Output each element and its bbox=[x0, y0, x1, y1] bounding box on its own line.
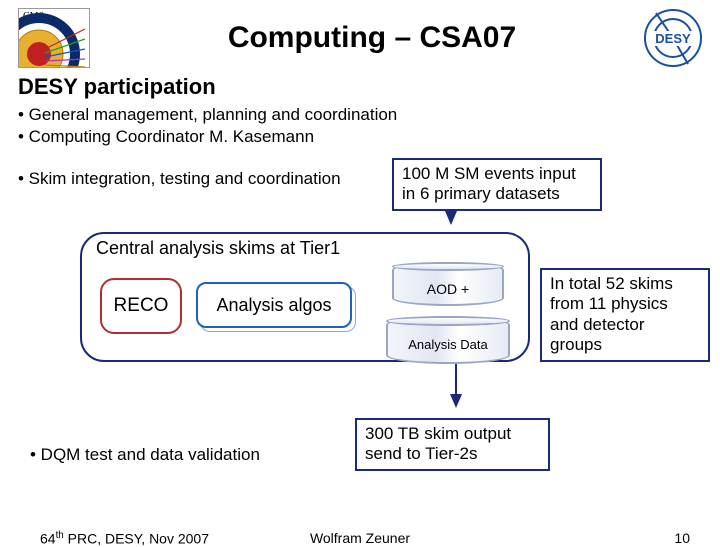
analysis-algos-box: Analysis algos bbox=[196, 282, 352, 328]
tier1-title: Central analysis skims at Tier1 bbox=[96, 238, 340, 259]
desy-logo-label: DESY bbox=[653, 31, 692, 46]
note-events-input: 100 M SM events input in 6 primary datas… bbox=[392, 158, 602, 211]
aod-cylinder: AOD + bbox=[392, 262, 504, 306]
cms-logo-graphic bbox=[19, 9, 90, 68]
cms-logo: CMS bbox=[18, 8, 90, 68]
arrow-down-icon bbox=[445, 211, 457, 225]
reco-box: RECO bbox=[100, 278, 182, 334]
slide-header: CMS Computing – CSA07 DESY bbox=[0, 0, 720, 72]
analysis-data-cylinder: Analysis Data bbox=[386, 316, 510, 364]
slide-title: Computing – CSA07 bbox=[100, 21, 644, 55]
note-skim-count: In total 52 skims from 11 physics and de… bbox=[540, 268, 710, 362]
aod-label: AOD + bbox=[392, 281, 504, 297]
arrow-stem bbox=[455, 364, 457, 396]
bullet-list: • General management, planning and coord… bbox=[0, 104, 720, 189]
page-number: 10 bbox=[674, 530, 690, 546]
footer-author: Wolfram Zeuner bbox=[0, 530, 720, 546]
slide-subtitle: DESY participation bbox=[0, 72, 720, 104]
analysis-data-label: Analysis Data bbox=[386, 337, 510, 352]
bullet-item: • Computing Coordinator M. Kasemann bbox=[18, 126, 702, 147]
arrow-down-icon bbox=[450, 394, 462, 408]
desy-logo: DESY bbox=[644, 9, 702, 67]
bullet-dqm: • DQM test and data validation bbox=[30, 445, 260, 465]
note-output: 300 TB skim output send to Tier-2s bbox=[355, 418, 550, 471]
bullet-item: • General management, planning and coord… bbox=[18, 104, 702, 125]
